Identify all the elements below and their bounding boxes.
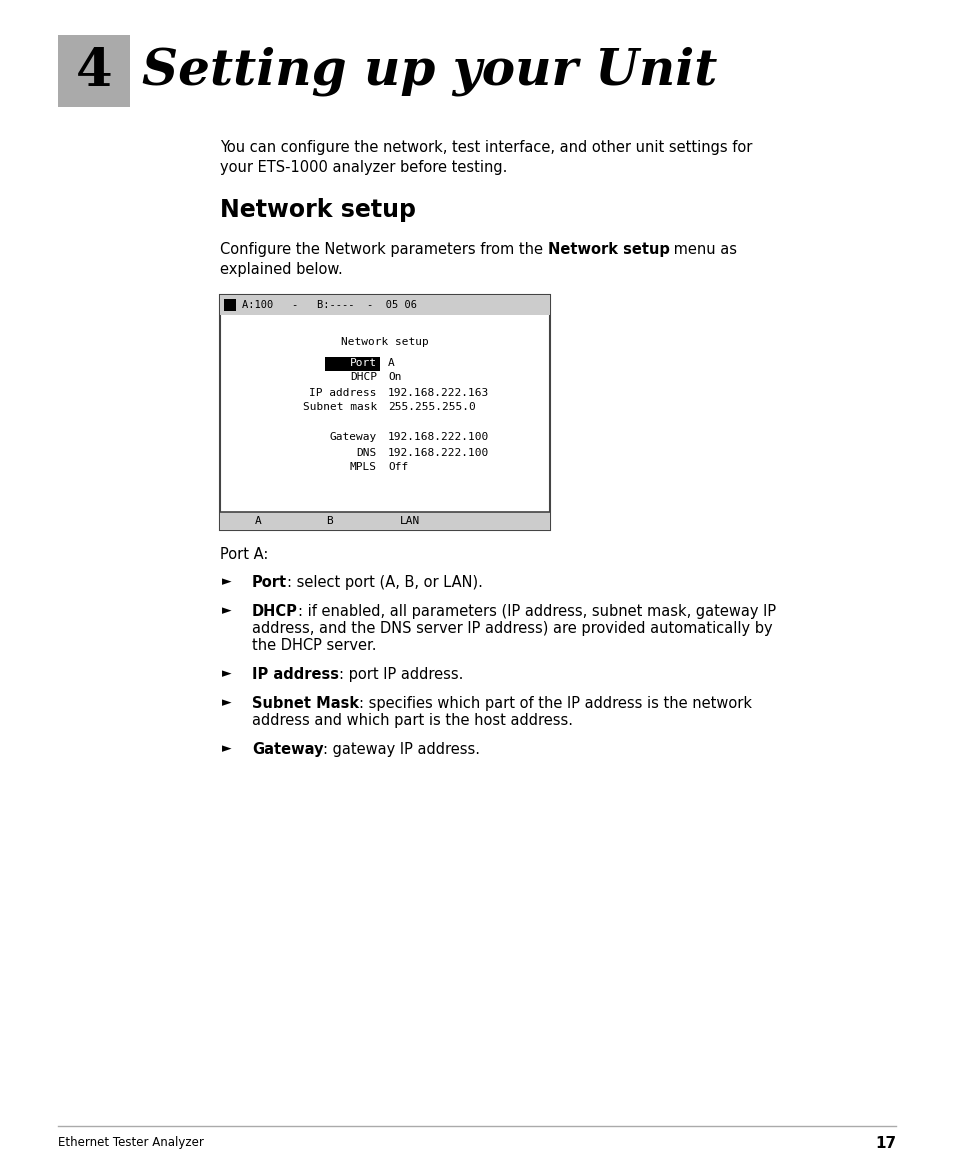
Text: On: On	[388, 372, 401, 382]
Text: ►: ►	[222, 575, 232, 588]
Text: : if enabled, all parameters (IP address, subnet mask, gateway IP: : if enabled, all parameters (IP address…	[297, 604, 775, 619]
Text: ►: ►	[222, 604, 232, 617]
Text: Gateway: Gateway	[330, 432, 376, 443]
Text: 17: 17	[874, 1136, 895, 1151]
Text: B: B	[326, 516, 333, 526]
Text: Network setup: Network setup	[341, 337, 429, 347]
Text: IP address: IP address	[252, 666, 338, 681]
Text: A: A	[388, 357, 395, 367]
Text: You can configure the network, test interface, and other unit settings for: You can configure the network, test inte…	[220, 140, 752, 155]
Text: MPLS: MPLS	[350, 462, 376, 473]
Text: DHCP: DHCP	[350, 372, 376, 382]
Bar	[224, 299, 235, 311]
Text: 192.168.222.163: 192.168.222.163	[388, 387, 489, 398]
Text: Port: Port	[350, 357, 376, 367]
Text: address and which part is the host address.: address and which part is the host addre…	[252, 713, 573, 728]
Text: : gateway IP address.: : gateway IP address.	[323, 742, 480, 757]
Text: Port: Port	[252, 575, 287, 590]
Text: 4: 4	[75, 45, 112, 96]
Text: Port A:: Port A:	[220, 547, 268, 562]
Text: A: A	[254, 516, 261, 526]
Text: Subnet mask: Subnet mask	[302, 402, 376, 413]
Text: ►: ►	[222, 666, 232, 680]
Text: address, and the DNS server IP address) are provided automatically by: address, and the DNS server IP address) …	[252, 621, 772, 636]
Bar	[58, 35, 130, 107]
Text: 255.255.255.0: 255.255.255.0	[388, 402, 476, 413]
Text: : specifies which part of the IP address is the network: : specifies which part of the IP address…	[358, 697, 751, 710]
Text: menu as: menu as	[669, 242, 737, 257]
Text: : select port (A, B, or LAN).: : select port (A, B, or LAN).	[287, 575, 482, 590]
Bar	[220, 512, 550, 530]
Text: Setting up your Unit: Setting up your Unit	[142, 46, 717, 96]
Text: the DHCP server.: the DHCP server.	[252, 637, 376, 653]
Text: Network setup: Network setup	[547, 242, 669, 257]
Text: Ethernet Tester Analyzer: Ethernet Tester Analyzer	[58, 1136, 204, 1149]
Text: Subnet Mask: Subnet Mask	[252, 697, 358, 710]
Bar	[220, 296, 550, 530]
Text: : port IP address.: : port IP address.	[338, 666, 463, 681]
Text: explained below.: explained below.	[220, 262, 342, 277]
Text: 192.168.222.100: 192.168.222.100	[388, 447, 489, 458]
Text: Configure the Network parameters from the: Configure the Network parameters from th…	[220, 242, 547, 257]
Text: ►: ►	[222, 742, 232, 755]
Bar	[325, 357, 379, 371]
Text: IP address: IP address	[309, 387, 376, 398]
Text: 192.168.222.100: 192.168.222.100	[388, 432, 489, 443]
Text: your ETS-1000 analyzer before testing.: your ETS-1000 analyzer before testing.	[220, 160, 507, 175]
Text: DNS: DNS	[356, 447, 376, 458]
Text: A:100   -   B:----  -  05 06: A:100 - B:---- - 05 06	[242, 300, 416, 309]
Bar	[220, 296, 550, 315]
Text: DHCP: DHCP	[252, 604, 297, 619]
Text: Network setup: Network setup	[220, 198, 416, 223]
Text: LAN: LAN	[399, 516, 419, 526]
Text: ►: ►	[222, 697, 232, 709]
Text: Off: Off	[388, 462, 408, 473]
Text: Gateway: Gateway	[252, 742, 323, 757]
